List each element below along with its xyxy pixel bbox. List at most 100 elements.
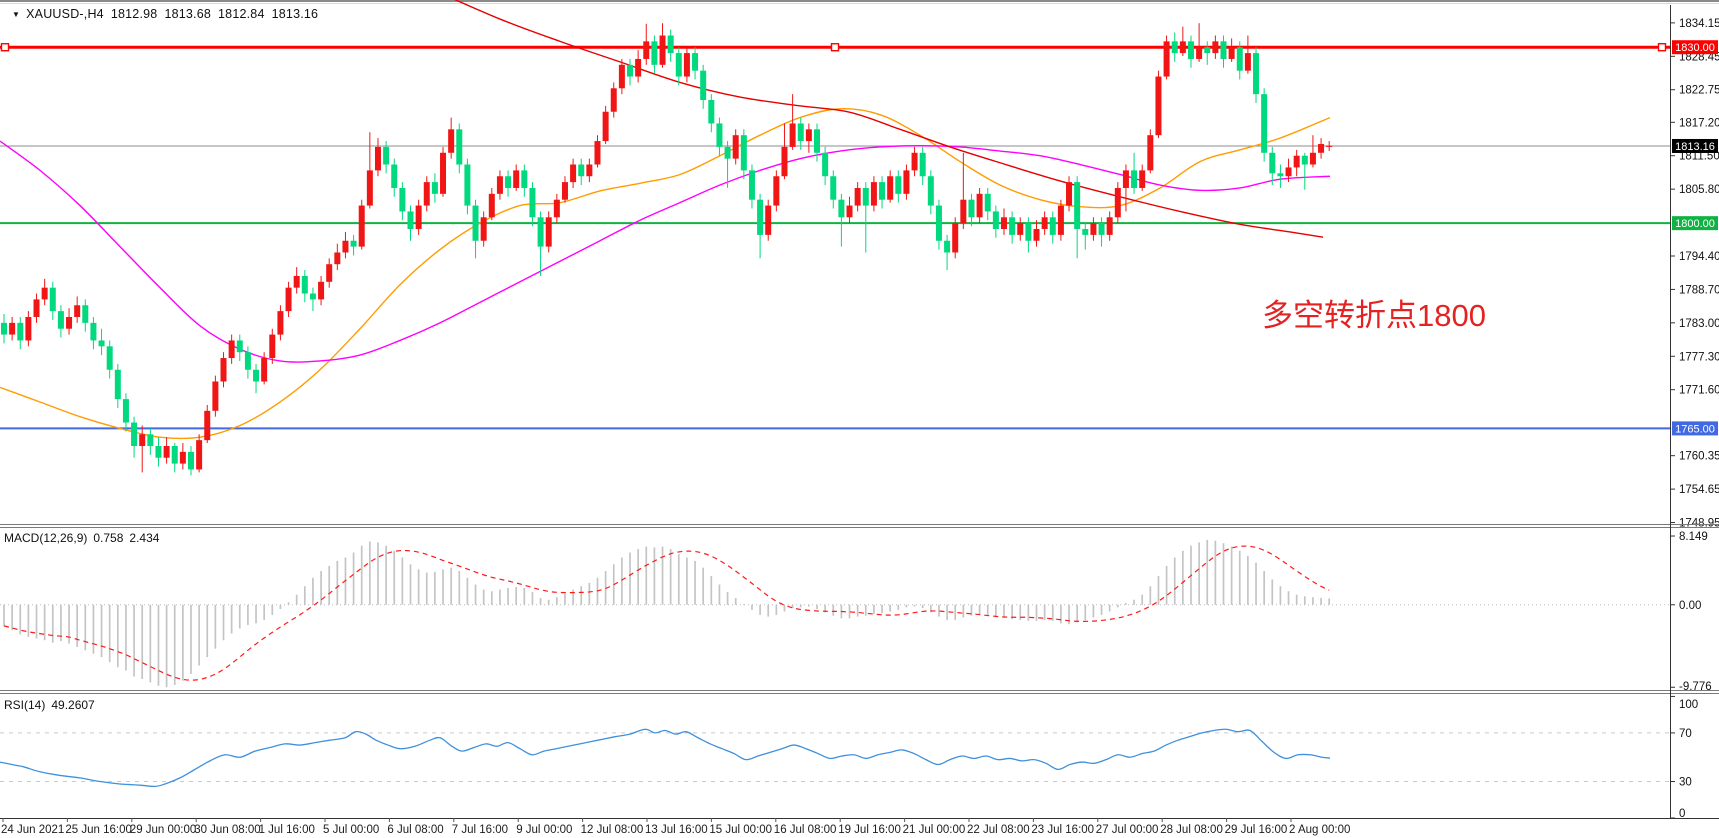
resistance-line-1830-handle[interactable] <box>0 43 10 52</box>
candle-body <box>561 182 568 200</box>
candle-body <box>627 64 634 77</box>
candle-body <box>440 152 447 194</box>
time-label: 29 Jul 16:00 <box>1225 824 1288 836</box>
candle-body <box>106 346 113 370</box>
candle-body <box>1033 229 1040 241</box>
candle-body <box>659 35 666 65</box>
time-label: 30 Jun 08:00 <box>194 824 261 836</box>
price-pane <box>0 0 1670 476</box>
candle-body <box>765 205 772 235</box>
macd-tick-label: -9.776 <box>1679 681 1712 693</box>
candle-body <box>49 287 56 312</box>
time-axis[interactable] <box>0 818 1719 838</box>
time-label: 25 Jun 16:00 <box>65 824 132 836</box>
time-label: 5 Jul 00:00 <box>323 824 379 836</box>
candle-body <box>41 287 48 300</box>
rsi-tick-label: 70 <box>1679 728 1692 740</box>
candle-body <box>236 340 243 353</box>
main-plot-area[interactable] <box>0 5 1670 524</box>
candle-body <box>927 176 934 206</box>
candle-body <box>692 53 699 71</box>
candle-body <box>293 275 300 288</box>
candle-body <box>480 217 487 241</box>
time-label: 13 Jul 16:00 <box>645 824 708 836</box>
price-tick-label: 1783.00 <box>1679 318 1719 330</box>
candle-body <box>1309 152 1316 165</box>
candle-body <box>1318 143 1325 153</box>
candle-body <box>887 176 894 200</box>
macd-name: MACD(12,26,9) <box>4 531 88 545</box>
candle-body <box>261 358 268 382</box>
candle-body <box>594 141 601 165</box>
candle-body <box>1009 217 1016 235</box>
candle-body <box>610 88 617 112</box>
candle-body <box>1057 205 1064 235</box>
candle-body <box>553 199 560 218</box>
candle-body <box>602 111 609 142</box>
candle-body <box>1082 229 1089 235</box>
price-badge <box>1672 138 1718 153</box>
candle-body <box>529 187 536 218</box>
candle-body <box>57 311 64 329</box>
candle-body <box>545 217 552 247</box>
candle-body <box>179 451 186 464</box>
time-label: 24 Jun 2021 <box>1 824 64 836</box>
rsi-tick-label: 100 <box>1679 699 1698 711</box>
quote-high: 1813.68 <box>164 7 212 21</box>
candle-body <box>391 164 398 188</box>
candle-body <box>1179 41 1186 54</box>
symbol-dropdown-icon[interactable]: ▼ <box>12 10 21 19</box>
price-tick-label: 1777.30 <box>1679 351 1719 363</box>
candle-body <box>789 123 796 147</box>
rsi-value: 49.2607 <box>51 698 95 712</box>
candle-body <box>895 176 902 194</box>
rsi-plot-area[interactable] <box>0 694 1670 818</box>
macd-tick-label: 8.149 <box>1679 531 1708 543</box>
candle-body <box>228 340 235 359</box>
candle-body <box>700 70 707 101</box>
candle-body <box>732 135 739 159</box>
resistance-line-1830-handle[interactable] <box>830 43 840 52</box>
macd-plot-area[interactable] <box>0 528 1670 690</box>
candle-body <box>1277 173 1284 177</box>
candle-body <box>496 176 503 194</box>
candles <box>1 23 1333 476</box>
candle-body <box>919 152 926 177</box>
time-label: 16 Jul 08:00 <box>774 824 837 836</box>
candle-body <box>17 322 24 341</box>
annotation-text[interactable]: 多空转折点1800 <box>1262 298 1486 333</box>
candle-body <box>708 100 715 124</box>
ma-orange <box>0 108 1331 440</box>
price-tick-label: 1748.95 <box>1679 518 1719 530</box>
candle-body <box>139 434 146 447</box>
candle-body <box>1155 76 1162 136</box>
price-tick-label: 1771.60 <box>1679 385 1719 397</box>
candle-body <box>1204 47 1211 54</box>
candle-body <box>586 164 593 177</box>
macd-signal-value: 2.434 <box>129 531 160 545</box>
candle-body <box>805 129 812 142</box>
time-label: 6 Jul 08:00 <box>387 824 443 836</box>
candle-body <box>513 170 520 188</box>
price-badge <box>1672 40 1718 55</box>
price-badge <box>1672 216 1718 231</box>
rsi-tick-label: 30 <box>1679 777 1692 789</box>
resistance-line-1830-handle[interactable] <box>1657 43 1667 52</box>
price-badge-label: 1813.16 <box>1675 141 1715 153</box>
candle-body <box>90 322 97 341</box>
time-label: 1 Jul 16:00 <box>259 824 315 836</box>
candle-body <box>98 340 105 347</box>
time-label: 12 Jul 08:00 <box>581 824 644 836</box>
candle-body <box>1261 94 1268 153</box>
candle-body <box>155 446 162 458</box>
candle-body <box>870 182 877 206</box>
candle-body <box>253 369 260 382</box>
candle-body <box>1326 145 1333 147</box>
candle-body <box>911 152 918 171</box>
candle-body <box>822 152 829 177</box>
ma-magenta <box>0 140 1331 363</box>
candle-body <box>814 129 820 153</box>
candle-body <box>1122 170 1129 188</box>
candle-body <box>570 164 577 183</box>
candle-body <box>1269 152 1276 174</box>
